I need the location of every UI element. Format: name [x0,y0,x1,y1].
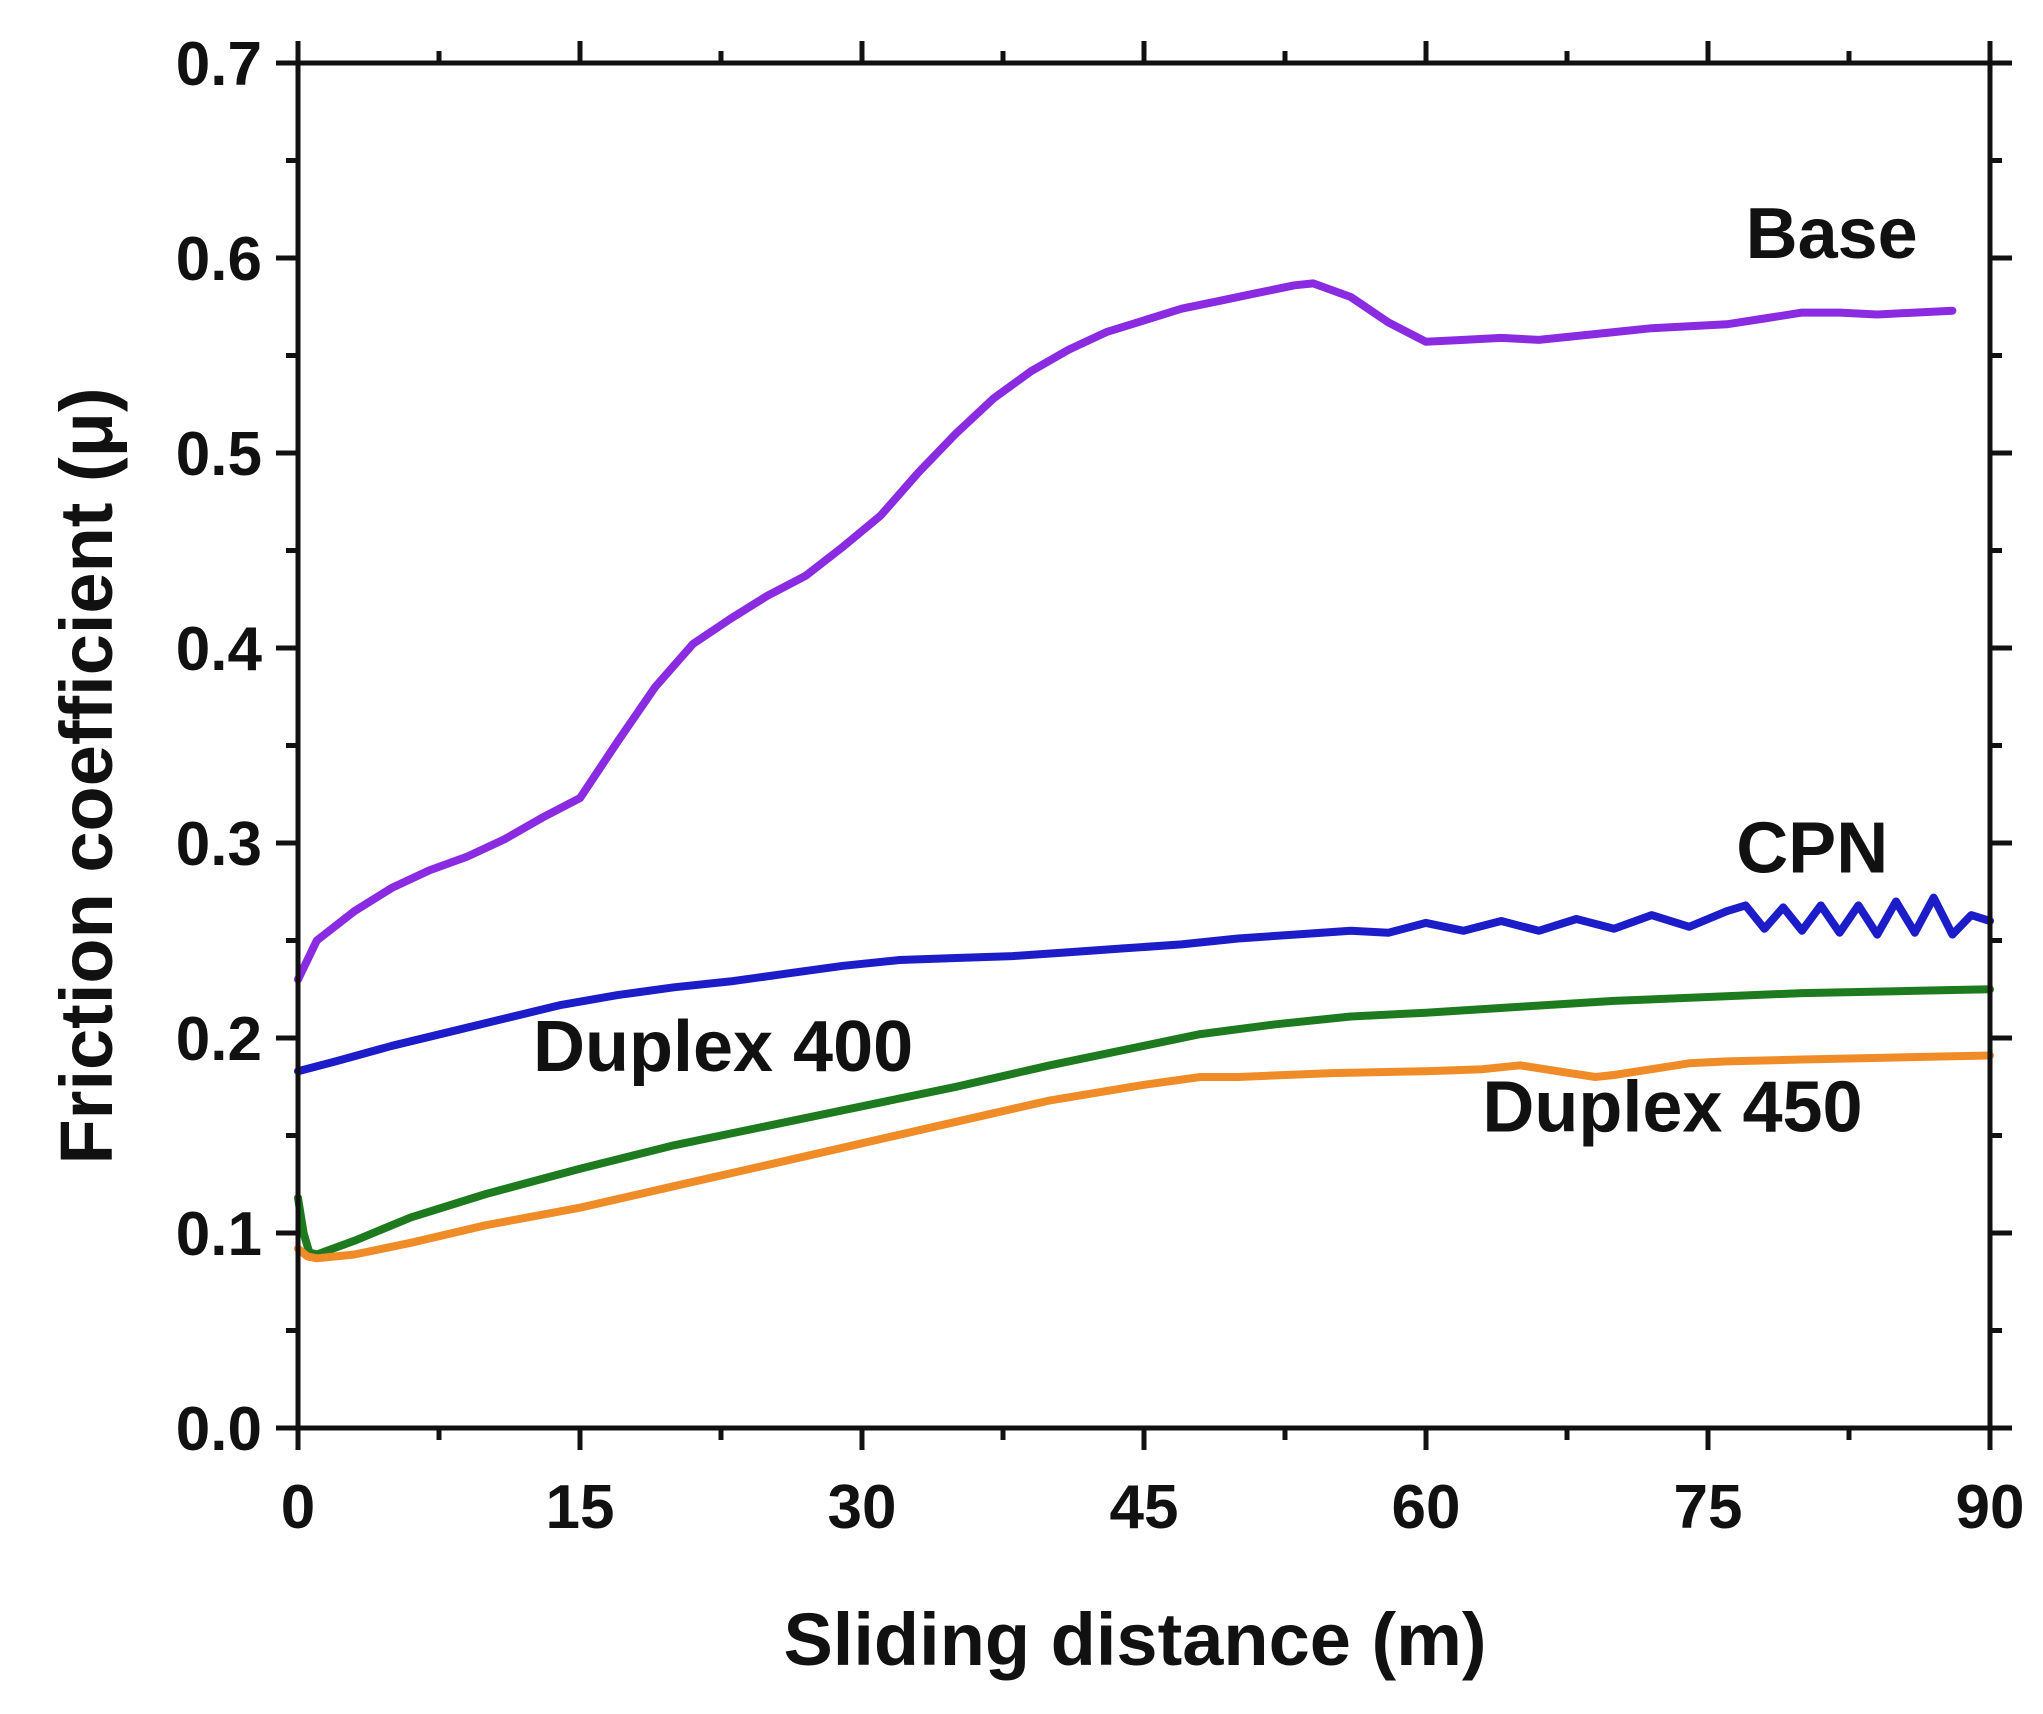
x-tick-label: 15 [546,1473,615,1542]
series-label-duplex-400: Duplex 400 [533,1007,913,1087]
x-tick-label: 60 [1392,1473,1461,1542]
y-tick-label: 0.5 [176,420,262,489]
x-tick-label: 45 [1110,1473,1179,1542]
y-tick-label: 0.2 [176,1005,262,1074]
y-tick-label: 0.6 [176,225,262,294]
x-tick-label: 90 [1956,1473,2025,1542]
series-line-duplex-400 [294,985,1994,1259]
series-label-base: Base [1746,194,1918,274]
x-tick-label: 0 [281,1473,315,1542]
y-tick-label: 0.3 [176,810,262,879]
label-layer: 0 15 30 45 60 75 90 0.0 0.1 0.2 0.3 0.4 0.5 0.6 0.7 Bas… [176,30,2025,1542]
y-tick-label: 0.0 [176,1395,262,1464]
x-tick-label: 75 [1674,1473,1743,1542]
series-layer [294,279,1994,1263]
series-label-cpn: CPN [1736,808,1888,888]
x-tick-label: 30 [828,1473,897,1542]
axis-layer [276,41,2012,1450]
y-tick-label: 0.1 [176,1200,262,1269]
series-line-duplex-450 [294,1051,1994,1263]
y-tick-label: 0.7 [176,30,262,99]
x-axis-title: Sliding distance (m) [783,1598,1486,1681]
series-label-duplex-450: Duplex 450 [1482,1068,1862,1148]
series-line-base [294,279,1957,984]
series-line-cpn [294,893,1994,1076]
y-tick-label: 0.4 [176,615,263,684]
y-axis-title: Friction coefficient (μ) [45,387,128,1164]
